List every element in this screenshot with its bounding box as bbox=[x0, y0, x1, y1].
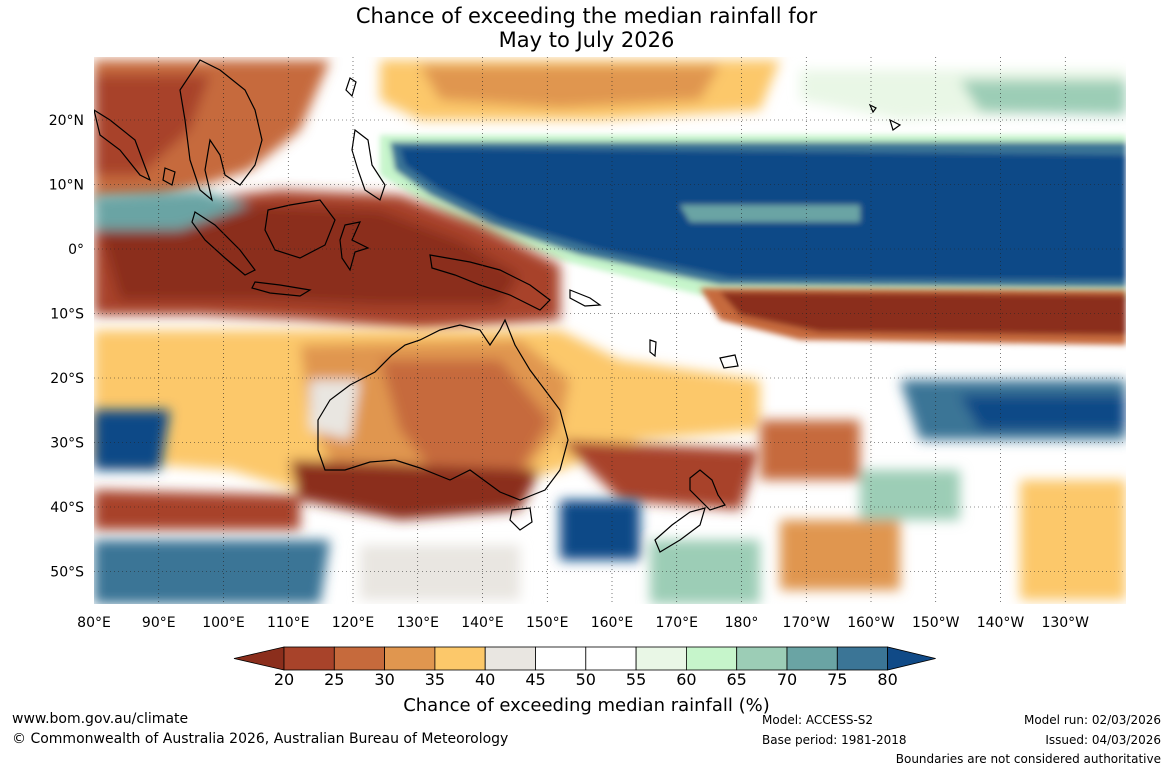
colorbar-tick-label: 55 bbox=[625, 670, 647, 689]
colorbar-swatch bbox=[736, 646, 788, 671]
longitude-label: 100°E bbox=[202, 615, 245, 631]
colorbar-swatch bbox=[283, 646, 335, 671]
graticule bbox=[94, 57, 1126, 604]
colorbar-swatch bbox=[434, 646, 486, 671]
colorbar-swatch bbox=[786, 646, 838, 671]
latitude-label: 40°S bbox=[50, 500, 84, 516]
colorbar-tick-label: 35 bbox=[424, 670, 446, 689]
latitude-label: 20°N bbox=[49, 113, 84, 129]
latitude-label: 30°S bbox=[50, 436, 84, 452]
colorbar-swatch bbox=[635, 646, 687, 671]
model-run-date: Model run: 02/03/2026 bbox=[1023, 713, 1161, 727]
colorbar-tick-label: 70 bbox=[776, 670, 798, 689]
colorbar-tick-label: 45 bbox=[525, 670, 546, 689]
rainfall-map: 80°E 90°E 100°E 110°E 120°E 130°E 140°E 150°E 16… bbox=[49, 57, 1126, 671]
longitude-label: 150°W bbox=[912, 615, 960, 631]
copyright-text: © Commonwealth of Australia 2026, Austra… bbox=[12, 731, 509, 747]
longitude-label: 120°E bbox=[332, 615, 375, 631]
colorbar-swatch bbox=[384, 646, 436, 671]
title-line-1: Chance of exceeding the median rainfall … bbox=[355, 4, 818, 28]
colorbar-tick-label: 60 bbox=[676, 670, 697, 689]
colorbar-swatch bbox=[484, 646, 536, 671]
longitude-label: 170°E bbox=[655, 615, 698, 631]
issued-date: Issued: 04/03/2026 bbox=[1045, 733, 1161, 747]
longitude-label: 110°E bbox=[267, 615, 310, 631]
model-name: Model: ACCESS-S2 bbox=[762, 713, 874, 727]
longitude-label: 130°E bbox=[396, 615, 439, 631]
latitude-label: 10°N bbox=[49, 178, 84, 194]
longitude-label: 160°E bbox=[591, 615, 634, 631]
colorbar-swatch bbox=[333, 646, 385, 671]
longitude-labels: 80°E 90°E 100°E 110°E 120°E 130°E 140°E 150°E 16… bbox=[77, 615, 1089, 631]
colorbar-arrow-high bbox=[887, 646, 936, 671]
colorbar-tick-label: 65 bbox=[726, 670, 747, 689]
longitude-label: 140°W bbox=[977, 615, 1025, 631]
colorbar-swatch bbox=[535, 646, 587, 671]
longitude-label: 170°W bbox=[782, 615, 830, 631]
colorbar-label: Chance of exceeding median rainfall (%) bbox=[403, 695, 770, 716]
colorbar-swatch bbox=[686, 646, 738, 671]
longitude-label: 90°E bbox=[142, 615, 176, 631]
colorbar-tick-label: 30 bbox=[374, 670, 395, 689]
longitude-label: 160°W bbox=[847, 615, 895, 631]
colorbar-arrow-low bbox=[233, 646, 285, 671]
latitude-labels: 20°N 10°N 0° 10°S 20°S 30°S 40°S 50°S bbox=[49, 113, 84, 581]
longitude-label: 80°E bbox=[77, 615, 111, 631]
longitude-label: 130°W bbox=[1041, 615, 1089, 631]
latitude-label: 0° bbox=[68, 242, 84, 258]
map-title: Chance of exceeding the median rainfall … bbox=[0, 4, 1173, 52]
colorbar-tick-label: 20 bbox=[273, 670, 295, 689]
longitude-label: 180° bbox=[725, 615, 759, 631]
latitude-label: 50°S bbox=[50, 565, 84, 581]
longitude-label: 140°E bbox=[461, 615, 504, 631]
base-period: Base period: 1981-2018 bbox=[762, 733, 907, 747]
colorbar-swatch bbox=[836, 646, 888, 671]
title-line-2: May to July 2026 bbox=[498, 28, 675, 52]
colorbar-tick-label: 40 bbox=[475, 670, 496, 689]
colorbar-swatch bbox=[585, 646, 637, 671]
rainfall-field bbox=[94, 57, 1126, 604]
colorbar-tick-label: 80 bbox=[877, 670, 898, 689]
longitude-label: 150°E bbox=[526, 615, 569, 631]
latitude-label: 20°S bbox=[50, 371, 84, 387]
website-link[interactable]: www.bom.gov.au/climate bbox=[12, 711, 189, 727]
coastlines bbox=[94, 59, 902, 553]
boundaries-disclaimer: Boundaries are not considered authoritat… bbox=[895, 752, 1161, 766]
colorbar-tick-label: 50 bbox=[575, 670, 596, 689]
colorbar-tick-label: 25 bbox=[324, 670, 345, 689]
latitude-label: 10°S bbox=[50, 307, 84, 323]
colorbar-tick-label: 75 bbox=[827, 670, 848, 689]
colorbar bbox=[233, 646, 936, 671]
